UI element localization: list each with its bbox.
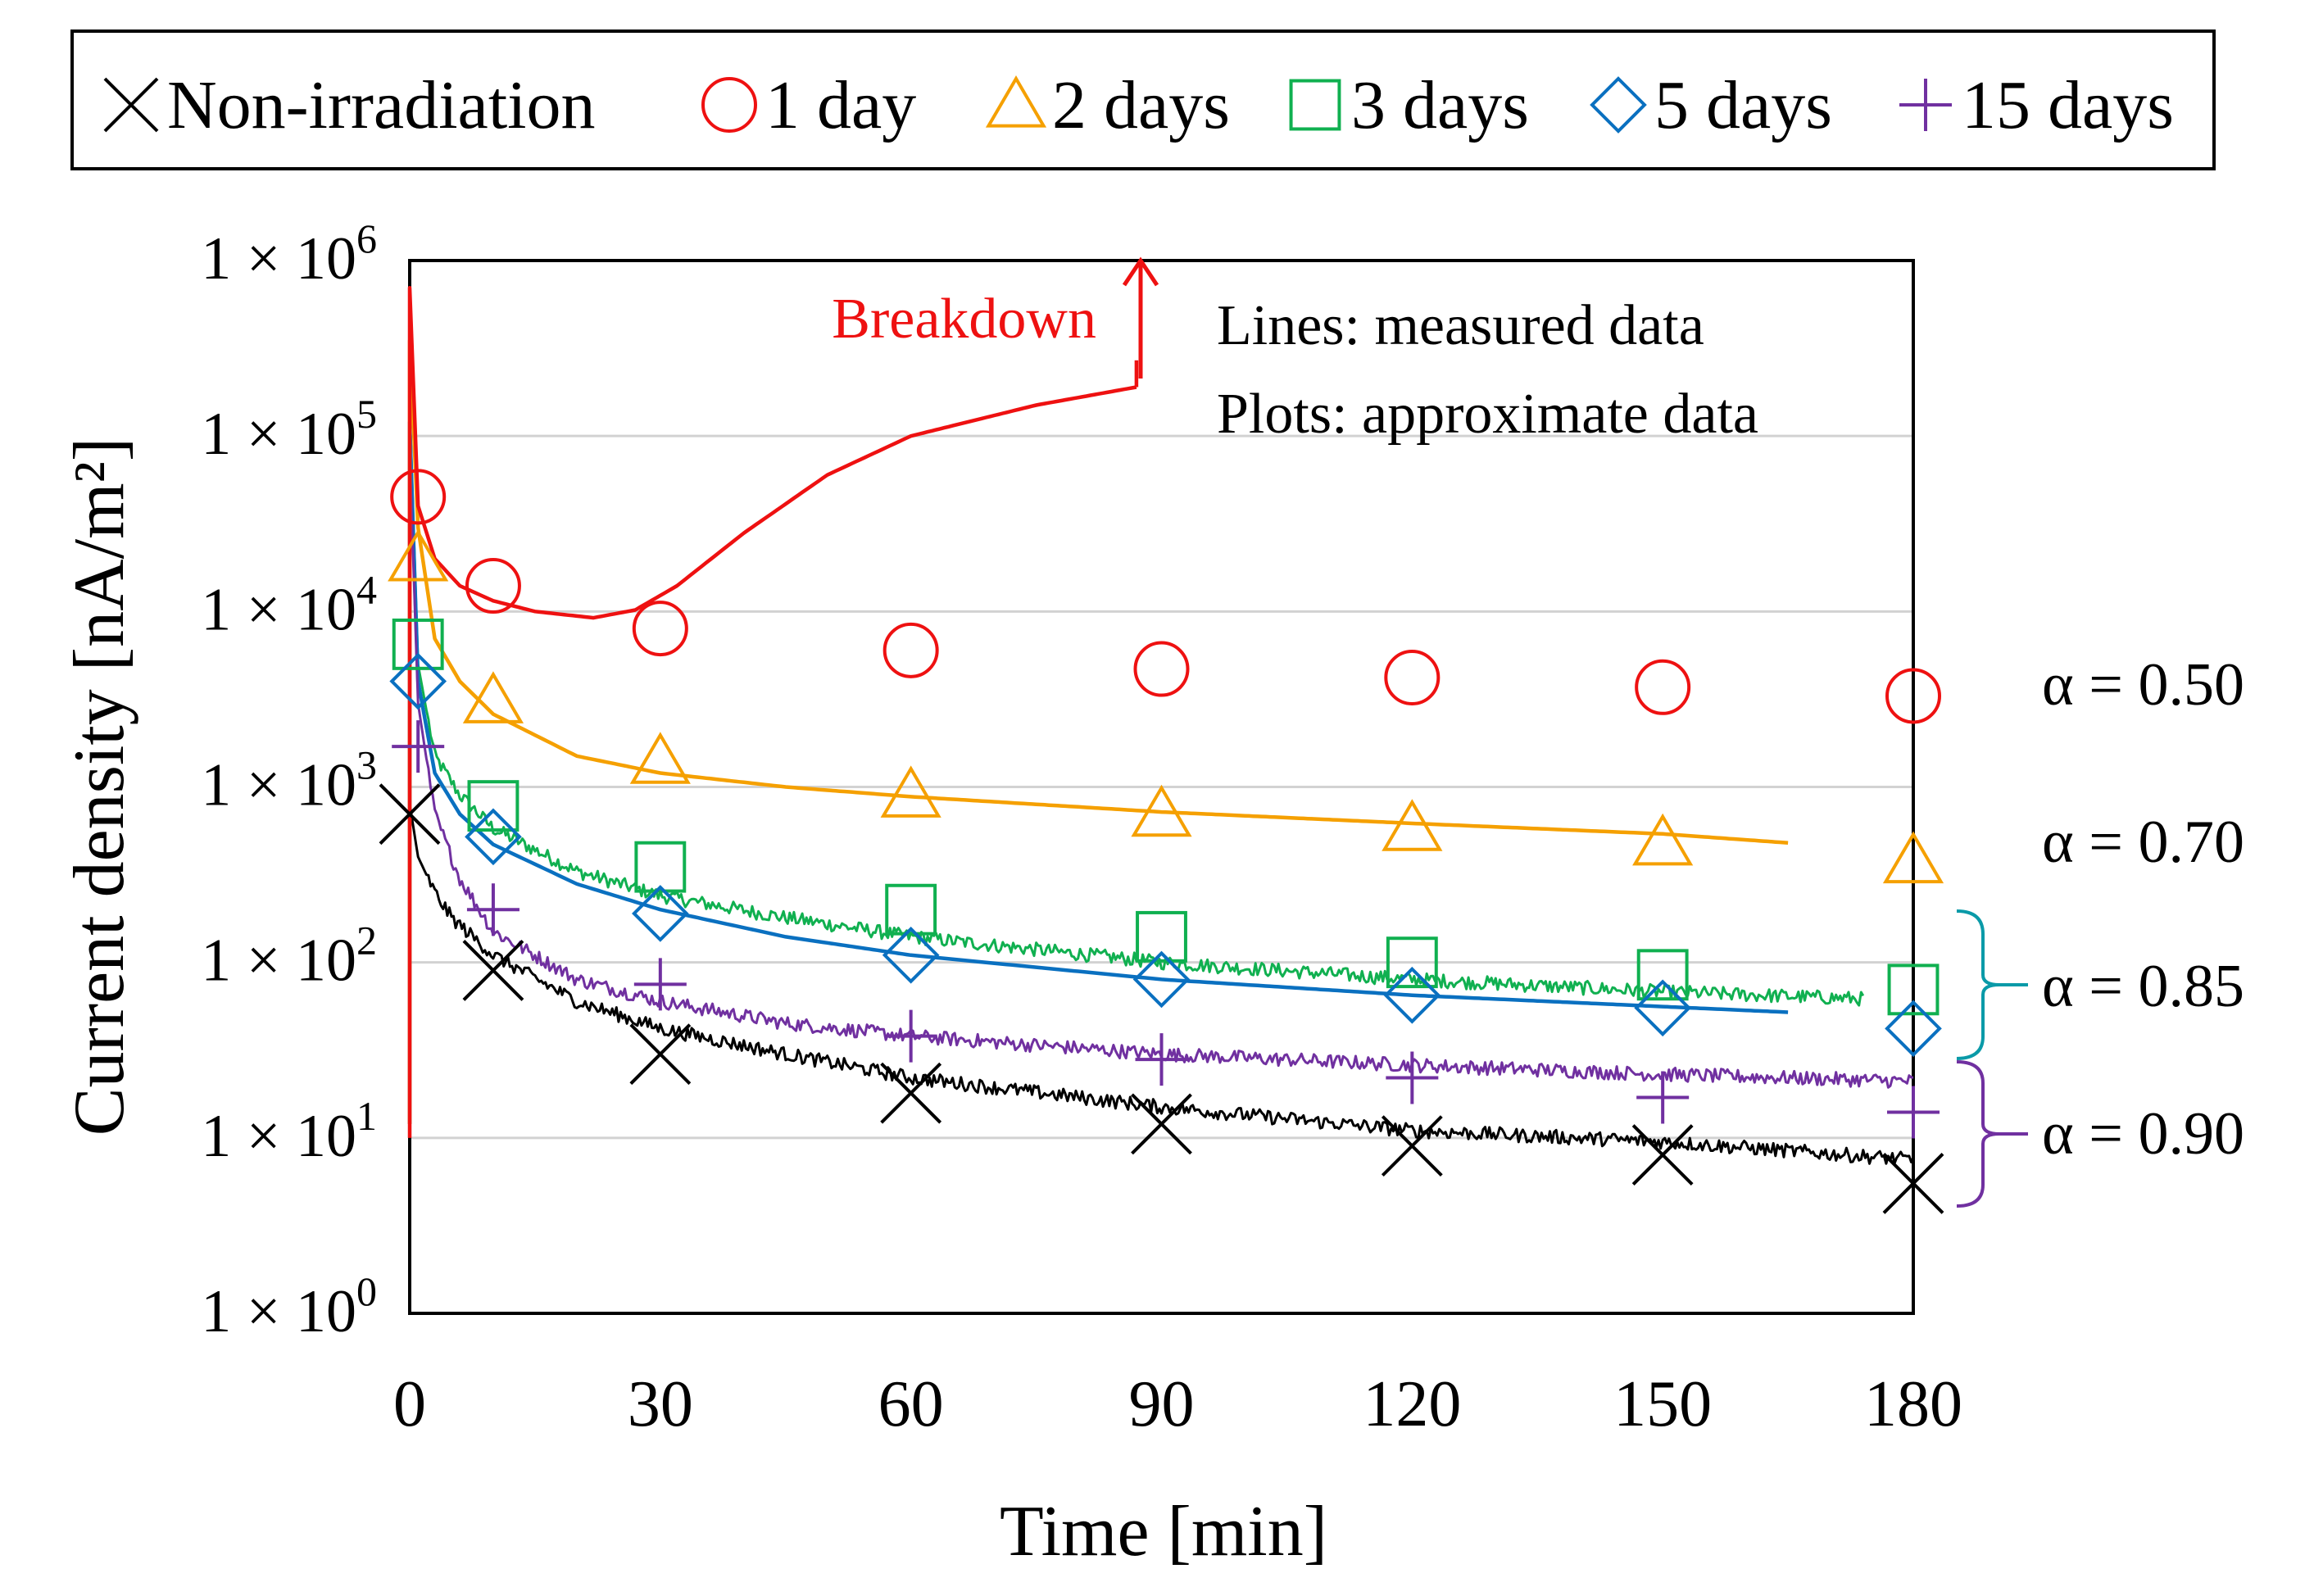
x-tick-label-0: 0 xyxy=(393,1368,426,1440)
marker-15-days-2 xyxy=(633,958,687,1011)
breakdown-arrow-icon xyxy=(1122,256,1159,379)
legend-marker-3-days xyxy=(1289,79,1341,131)
marker-non-irradiation-7 xyxy=(1882,1153,1944,1214)
alpha-label-070: α = 0.70 xyxy=(2042,809,2244,876)
line-2-days xyxy=(407,338,1789,1124)
marker-5-days-0 xyxy=(389,652,447,710)
x-tick-label-1: 30 xyxy=(628,1368,693,1440)
marker-15-days-3 xyxy=(884,1009,937,1063)
plot-area xyxy=(379,259,1944,1315)
marker-2-days-4 xyxy=(1131,784,1192,837)
marker-5-days-5 xyxy=(1383,966,1441,1024)
marker-5-days-1 xyxy=(465,808,522,866)
marker-3-days-3 xyxy=(885,883,937,936)
legend-marker-non-irradiation xyxy=(103,77,159,133)
marker-3-days-6 xyxy=(1636,949,1689,1001)
legend-label-15-days: 15 days xyxy=(1962,67,2174,143)
legend-marker-1-day xyxy=(701,77,757,133)
alpha-label-085: α = 0.85 xyxy=(2042,953,2244,1020)
marker-1-day-7 xyxy=(1885,668,1941,724)
marker-5-days-7 xyxy=(1885,1000,1942,1058)
y-tick-label-3: 1 × 103 xyxy=(201,742,377,819)
marker-1-day-3 xyxy=(882,622,939,678)
marker-1-day-6 xyxy=(1635,659,1691,715)
marker-3-days-4 xyxy=(1136,910,1187,963)
line-non-irradiation xyxy=(408,802,1915,1165)
marker-15-days-0 xyxy=(392,720,445,773)
annotations: Breakdown Lines: measured data Plots: ap… xyxy=(832,256,1758,446)
marker-3-days-7 xyxy=(1887,963,1940,1016)
y-axis: 1 × 100 1 × 101 1 × 102 1 × 103 1 × 104 1 × 1… xyxy=(201,215,377,1345)
marker-15-days-5 xyxy=(1386,1051,1439,1104)
legend-label-2-days: 2 days xyxy=(1052,67,1230,143)
plots-note: Plots: approximate data xyxy=(1217,383,1758,446)
y-tick-label-4: 1 × 104 xyxy=(201,566,377,643)
legend-label-1-day: 1 day xyxy=(765,67,916,143)
y-tick-label-5: 1 × 105 xyxy=(201,391,377,468)
marker-non-irradiation-0 xyxy=(379,783,441,846)
legend-box xyxy=(70,29,2216,170)
marker-2-days-0 xyxy=(388,528,449,582)
y-tick-label-1: 1 × 101 xyxy=(201,1093,377,1170)
y-tick-label-2: 1 × 102 xyxy=(201,918,377,995)
x-tick-label-2: 60 xyxy=(878,1368,944,1440)
marker-non-irradiation-4 xyxy=(1131,1093,1192,1155)
legend-label-3-days: 3 days xyxy=(1351,67,1529,143)
x-axis-title: Time [min] xyxy=(1000,1492,1327,1571)
bracket-085 xyxy=(1956,909,2028,1060)
marker-2-days-5 xyxy=(1382,799,1443,851)
y-tick-label-0: 1 × 100 xyxy=(201,1268,377,1345)
alpha-labels: α = 0.50 α = 0.70 α = 0.85 α = 0.90 xyxy=(1956,651,2244,1208)
marker-5-days-6 xyxy=(1634,979,1691,1037)
marker-5-days-3 xyxy=(882,926,940,984)
marker-1-day-2 xyxy=(632,601,688,657)
marker-2-days-6 xyxy=(1632,813,1694,866)
marker-15-days-1 xyxy=(466,883,519,936)
legend-label-non-irradiation: Non-irradiation xyxy=(167,67,596,143)
x-tick-label-5: 150 xyxy=(1613,1368,1712,1440)
marker-3-days-0 xyxy=(392,618,444,670)
line-5-days xyxy=(407,419,1789,1124)
alpha-label-090: α = 0.90 xyxy=(2042,1100,2244,1168)
marker-15-days-4 xyxy=(1135,1033,1188,1086)
y-tick-label-6: 1 × 106 xyxy=(201,215,377,292)
marker-non-irradiation-3 xyxy=(880,1062,942,1124)
x-tick-label-6: 180 xyxy=(1864,1368,1962,1440)
marker-1-day-5 xyxy=(1384,650,1441,706)
x-axis: 0 30 60 90 120 150 180 xyxy=(393,1368,1962,1440)
marker-5-days-4 xyxy=(1132,950,1191,1009)
marker-15-days-6 xyxy=(1636,1071,1690,1124)
marker-2-days-3 xyxy=(880,765,941,818)
marker-3-days-5 xyxy=(1386,936,1438,989)
marker-2-days-2 xyxy=(629,732,691,784)
legend-label-5-days: 5 days xyxy=(1654,67,1832,143)
breakdown-label: Breakdown xyxy=(832,288,1096,351)
marker-3-days-1 xyxy=(467,780,519,832)
legend-marker-15-days xyxy=(1899,79,1952,131)
bracket-090 xyxy=(1956,1060,2028,1208)
marker-2-days-1 xyxy=(462,671,524,723)
marker-5-days-2 xyxy=(632,885,689,942)
legend: Non-irradiation 1 day 2 days 3 days 5 days 15… xyxy=(70,29,2216,170)
marker-non-irradiation-1 xyxy=(462,940,524,1001)
marker-1-day-4 xyxy=(1133,641,1190,697)
marker-15-days-7 xyxy=(1887,1086,1940,1139)
legend-marker-5-days xyxy=(1590,76,1647,134)
lines-note: Lines: measured data xyxy=(1217,294,1704,357)
line-1-day xyxy=(407,285,1137,1138)
legend-marker-2-days xyxy=(985,75,1047,128)
x-tick-label-4: 120 xyxy=(1363,1368,1461,1440)
x-tick-label-3: 90 xyxy=(1129,1368,1195,1440)
marker-1-day-0 xyxy=(390,469,447,525)
y-axis-title: Current density [nA/m²] xyxy=(60,438,139,1136)
alpha-label-050: α = 0.50 xyxy=(2042,651,2244,719)
marker-non-irradiation-6 xyxy=(1631,1124,1694,1186)
marker-non-irradiation-2 xyxy=(629,1023,692,1086)
marker-1-day-1 xyxy=(465,558,521,614)
marker-2-days-7 xyxy=(1882,831,1944,884)
marker-non-irradiation-5 xyxy=(1381,1115,1443,1177)
marker-3-days-2 xyxy=(634,841,687,893)
